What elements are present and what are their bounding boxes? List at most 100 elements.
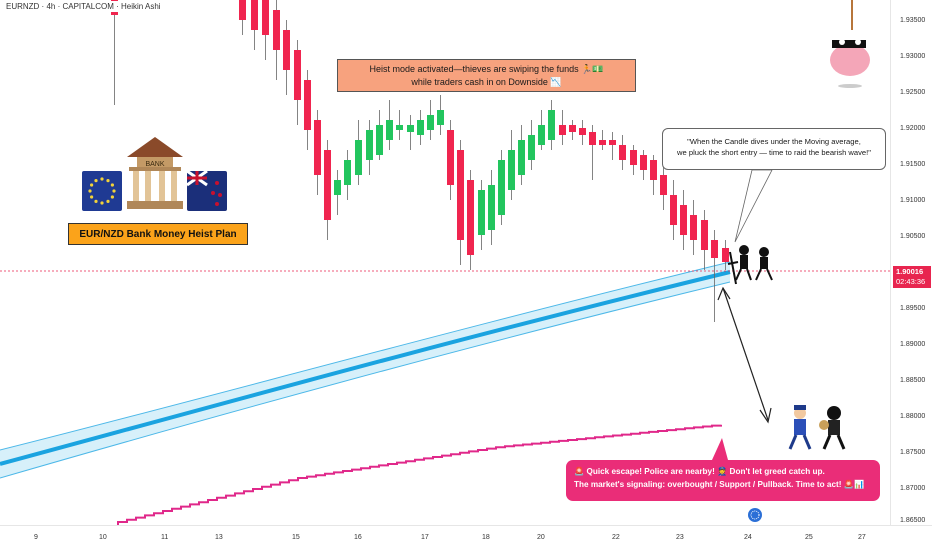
candle-body	[569, 125, 576, 132]
candle-body	[528, 135, 535, 160]
candle-body	[579, 128, 586, 135]
candle-body	[304, 80, 311, 130]
candle-body	[660, 175, 667, 195]
eu-star-icon	[100, 177, 104, 181]
eu-star-icon	[88, 189, 92, 193]
ma-band-upper	[0, 261, 731, 451]
speech-line-1: "When the Candle dives under the Moving …	[687, 137, 861, 146]
time-tick: 23	[676, 534, 684, 541]
price-tick: 1.90500	[900, 233, 926, 240]
bar-countdown: 02:43:36	[896, 277, 926, 286]
candle-body	[467, 180, 474, 255]
price-tick: 1.91000	[900, 197, 926, 204]
moving-average-line	[0, 270, 731, 466]
time-tick: 20	[537, 534, 545, 541]
eu-star-icon	[90, 183, 94, 187]
time-tick: 15	[292, 534, 300, 541]
candle-body	[366, 130, 373, 160]
heist-annotation: Heist mode activated—thieves are swiping…	[337, 59, 636, 92]
candle-body	[619, 145, 626, 160]
candle-body	[670, 195, 677, 225]
candle-body	[283, 30, 290, 70]
price-tick: 1.87500	[900, 449, 926, 456]
candle-body	[437, 110, 444, 125]
speech-pointer	[734, 169, 773, 243]
police-icon	[788, 405, 812, 450]
candle-body	[396, 125, 403, 130]
candle-body	[294, 50, 301, 100]
candle-body	[488, 185, 495, 230]
projection-arrowhead	[759, 407, 772, 424]
bank-icon: BANK	[127, 137, 183, 209]
candle-body	[640, 155, 647, 170]
candle-body	[518, 140, 525, 175]
candle-body	[508, 150, 515, 190]
ma-band	[0, 262, 730, 478]
price-tick: 1.88000	[900, 413, 926, 420]
heist-line-2: while traders cash in on Downside 📉	[411, 77, 562, 87]
candle-body	[376, 125, 383, 155]
time-tick: 24	[744, 534, 752, 541]
speech-bubble: "When the Candle dives under the Moving …	[662, 128, 886, 170]
time-tick: 10	[99, 534, 107, 541]
candle-body	[407, 125, 414, 132]
projection-arrow	[722, 287, 769, 421]
nz-flag-icon	[186, 169, 227, 211]
price-tick: 1.86500	[900, 517, 926, 524]
ma-band-lower	[0, 281, 731, 479]
time-tick: 25	[805, 534, 813, 541]
heist-line-1: Heist mode activated—thieves are swiping…	[369, 64, 604, 74]
candle-body	[447, 130, 454, 185]
candle-body	[722, 248, 729, 262]
time-tick: 27	[858, 534, 866, 541]
candle-body	[559, 125, 566, 135]
time-tick: 11	[161, 534, 169, 541]
time-axis[interactable]: 9 10 11 13 15 16 17 18 20 22 23 24 25 27	[0, 525, 932, 551]
candle-body	[457, 150, 464, 240]
price-tick: 1.89500	[900, 305, 926, 312]
candle-body	[599, 140, 606, 145]
eu-flag-icon	[82, 171, 122, 211]
eu-star-icon	[110, 183, 114, 187]
candle-body	[538, 125, 545, 145]
price-tick: 1.93500	[900, 17, 926, 24]
symbol-title[interactable]: EURNZD · 4h · CAPITALCOM · Heikin Ashi	[4, 1, 163, 12]
price-tick: 1.92000	[900, 125, 926, 132]
runner-thief-icon	[819, 406, 846, 450]
up-arrowhead	[717, 286, 731, 301]
candle-body	[690, 215, 697, 240]
candle-body	[334, 180, 341, 195]
price-axis[interactable]: 1.93500 1.93000 1.92500 1.92000 1.91500 …	[890, 0, 932, 525]
eu-star-icon	[112, 189, 116, 193]
time-tick: 13	[215, 534, 223, 541]
candle-body	[344, 160, 351, 185]
escape-line-2: The market's signaling: overbought / Sup…	[574, 480, 865, 489]
candle-body	[711, 240, 718, 258]
time-tick: 17	[421, 534, 429, 541]
time-tick: 16	[354, 534, 362, 541]
eu-star-icon	[94, 179, 98, 183]
candle-body	[680, 205, 687, 235]
chart-area[interactable]: BANK EURNZD · 4h · CAPITALCOM · Heikin A…	[0, 0, 890, 525]
price-tick: 1.91500	[900, 161, 926, 168]
eu-star-icon	[106, 179, 110, 183]
calendar-event-icon[interactable]	[748, 508, 762, 522]
candle-body	[630, 150, 637, 165]
thief-icon	[727, 245, 773, 285]
candle-body	[262, 0, 269, 35]
candle-body	[427, 115, 434, 130]
candle-body	[324, 150, 331, 220]
price-tick: 1.93000	[900, 53, 926, 60]
price-tick: 1.89000	[900, 341, 926, 348]
candle-body	[251, 0, 258, 30]
chart-canvas[interactable]: BANK	[0, 0, 890, 525]
price-tick: 1.87000	[900, 485, 926, 492]
candle-group	[111, 0, 729, 322]
price-tick: 1.88500	[900, 377, 926, 384]
speech-line-2: we pluck the short entry — time to raid …	[677, 148, 871, 157]
eu-star-icon	[90, 195, 94, 199]
eu-star-icon	[110, 195, 114, 199]
candle-body	[239, 0, 246, 20]
candle-body	[498, 160, 505, 215]
escape-annotation: 🚨 Quick escape! Police are nearby! 👮 Don…	[566, 460, 880, 501]
